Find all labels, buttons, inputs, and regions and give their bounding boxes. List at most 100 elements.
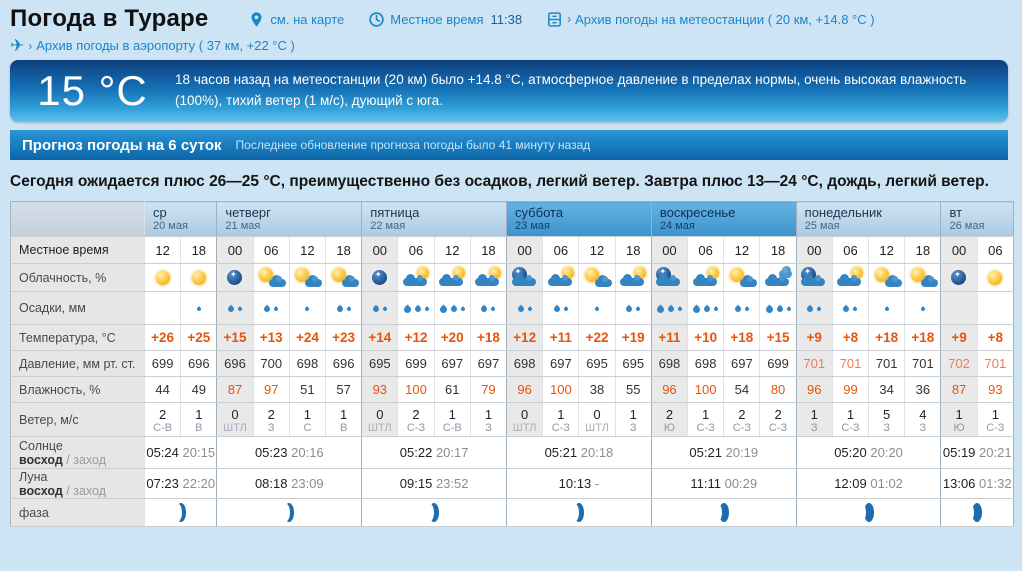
humidity-cell: 79 (470, 376, 508, 404)
weather-icon-moon (944, 267, 974, 289)
precip-cell (216, 291, 254, 326)
map-pin-icon (251, 11, 262, 27)
forecast-summary: Сегодня ожидается плюс 26—25 °C, преимущ… (10, 173, 989, 190)
moon-phase-cell (216, 498, 363, 528)
cloud-cell (977, 263, 1015, 293)
wind-cell: 0 ШТЛ (578, 402, 616, 438)
row-humidity: Влажность, % 44 49 87 97 51 57 93 100 61 79 96 100 38… (10, 376, 1015, 404)
pressure-cell: 696 (216, 350, 254, 378)
time-cell: 00 (651, 236, 689, 265)
page: Погода в Тураре см. на карте Местное вре… (0, 0, 1022, 527)
precip-cell (289, 291, 327, 326)
cloud-cell (687, 263, 725, 293)
wind-cell: 2 С-З (759, 402, 797, 438)
temperature-cell: +9 (796, 324, 833, 352)
precip-cell (506, 291, 544, 326)
weather-icon-cloud-moon (510, 266, 540, 289)
humidity-cell: 96 (796, 376, 833, 404)
temperature-cell: +11 (651, 324, 689, 352)
weather-icon-sun-cloud (872, 267, 902, 289)
humidity-cell: 54 (723, 376, 761, 404)
sun-cell: 05:20 20:20 (796, 436, 942, 470)
precip-cell (397, 291, 435, 326)
wind-cell: 2 С-З (723, 402, 761, 438)
local-time-link[interactable]: Местное время (390, 11, 484, 27)
station-archive-link[interactable]: Архив погоды на метеостанции ( 20 км, +1… (575, 11, 875, 27)
airport-archive-link[interactable]: Архив погоды в аэропорту ( 37 км, +22 °C… (36, 38, 295, 53)
clock-icon (369, 11, 385, 27)
cloud-cell (615, 263, 652, 293)
pressure-cell: 697 (470, 350, 508, 378)
time-cell: 18 (180, 236, 218, 265)
precip-cell (470, 291, 508, 326)
weather-icon-sun (184, 267, 214, 289)
moon-phase-cell (506, 498, 652, 528)
humidity-cell: 80 (759, 376, 797, 404)
time-cell: 12 (289, 236, 327, 265)
temperature-cell: +8 (832, 324, 870, 352)
current-weather-description: 18 часов назад на метеостанции (20 км) б… (175, 72, 967, 108)
pressure-cell: 701 (832, 350, 870, 378)
humidity-cell: 93 (977, 376, 1015, 404)
humidity-cell: 51 (289, 376, 327, 404)
wind-cell: 0 ШТЛ (361, 402, 399, 438)
day-name: понедельник (804, 205, 882, 221)
row-pressure: Давление, мм рт. ст. 699 696 696 700 698 696 69… (10, 350, 1015, 378)
map-link-item[interactable]: см. на карте (248, 11, 344, 28)
cloud-cell (723, 263, 761, 293)
cloud-cell (144, 263, 182, 293)
temperature-cell: +11 (542, 324, 580, 352)
time-cell: 06 (253, 236, 290, 265)
time-cell: 18 (325, 236, 363, 265)
day-date: 24 мая (659, 220, 695, 233)
page-header: Погода в Тураре см. на карте Местное вре… (10, 5, 1014, 54)
cloud-cell (216, 263, 254, 293)
day-header-4: воскресенье 24 мая (651, 201, 797, 238)
cloud-cell (397, 263, 435, 293)
page-title: Погода в Тураре (10, 5, 209, 32)
wind-cell: 1 С-З (542, 402, 580, 438)
pressure-cell: 695 (578, 350, 616, 378)
cloud-cell (868, 263, 906, 293)
map-link[interactable]: см. на карте (270, 11, 345, 27)
weather-icon-cloud-sun (473, 266, 503, 289)
crescent-moon-icon (719, 503, 729, 522)
pressure-cell: 702 (940, 350, 978, 378)
precip-cell (434, 291, 471, 326)
pressure-cell: 701 (796, 350, 833, 378)
crescent-moon-icon (972, 503, 982, 522)
day-date: 23 мая (515, 220, 550, 233)
humidity-cell: 49 (180, 376, 218, 404)
moon-cell: 11:11 00:29 (651, 468, 797, 500)
precip-cell (651, 291, 689, 326)
precip-cell (977, 291, 1015, 326)
weather-icon-sun-cloud (256, 267, 287, 289)
precip-cell (868, 291, 906, 326)
day-date: 20 мая (153, 220, 188, 233)
precip-cell (578, 291, 616, 326)
time-cell: 06 (542, 236, 580, 265)
moon-cell: 08:18 23:09 (216, 468, 363, 500)
wind-cell: 2 С-В (144, 402, 182, 438)
day-name: суббота (515, 205, 564, 221)
station-archive-item[interactable]: › Архив погоды на метеостанции ( 20 км, … (546, 11, 875, 28)
temperature-cell: +23 (325, 324, 363, 352)
day-header-3: суббота 23 мая (506, 201, 652, 238)
moon-cell: 10:13 - (506, 468, 652, 500)
pressure-cell: 695 (615, 350, 652, 378)
airport-archive-item[interactable]: ✈ › Архив погоды в аэропорту ( 37 км, +2… (10, 37, 1014, 54)
cloud-cell (361, 263, 399, 293)
weather-icon-cloud-sun (691, 266, 721, 289)
cloud-cell (832, 263, 870, 293)
time-cell: 12 (578, 236, 616, 265)
pressure-cell: 698 (687, 350, 725, 378)
humidity-cell: 38 (578, 376, 616, 404)
time-cell: 00 (796, 236, 833, 265)
pressure-cell: 698 (506, 350, 544, 378)
label-phase: фаза (10, 498, 145, 528)
